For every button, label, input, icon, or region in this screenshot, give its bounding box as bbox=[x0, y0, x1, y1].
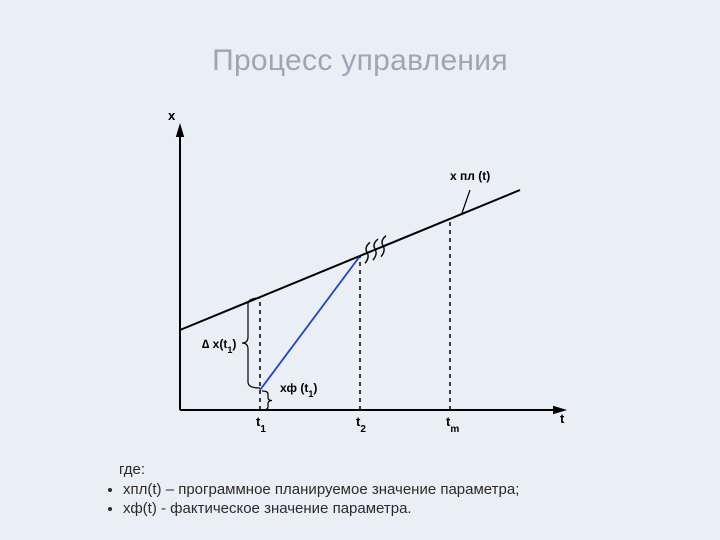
svg-text:tm: tm bbox=[446, 414, 459, 435]
legend-item-actual: хф(t) - фактическое значение параметра. bbox=[123, 499, 645, 519]
svg-text:t: t bbox=[560, 411, 565, 426]
slide-title: Процесс управления bbox=[0, 44, 720, 78]
legend-caption: где: хпл(t) – программное планируемое зн… bbox=[105, 460, 645, 519]
svg-text:t2: t2 bbox=[356, 414, 366, 435]
svg-text:t1: t1 bbox=[256, 414, 266, 435]
svg-text:хф (t1): хф (t1) bbox=[280, 381, 317, 399]
legend-list: хпл(t) – программное планируемое значени… bbox=[105, 480, 645, 519]
legend-item-plan: хпл(t) – программное планируемое значени… bbox=[123, 480, 645, 500]
legend-where-label: где: bbox=[119, 460, 645, 480]
control-process-diagram: х t х пл (t) t1 t2 tm ∆ х(t1) хф (t1) bbox=[140, 110, 580, 440]
svg-text:х: х bbox=[168, 110, 176, 123]
svg-text:∆ х(t1): ∆ х(t1) bbox=[202, 337, 236, 355]
svg-text:х пл (t): х пл (t) bbox=[450, 169, 490, 183]
